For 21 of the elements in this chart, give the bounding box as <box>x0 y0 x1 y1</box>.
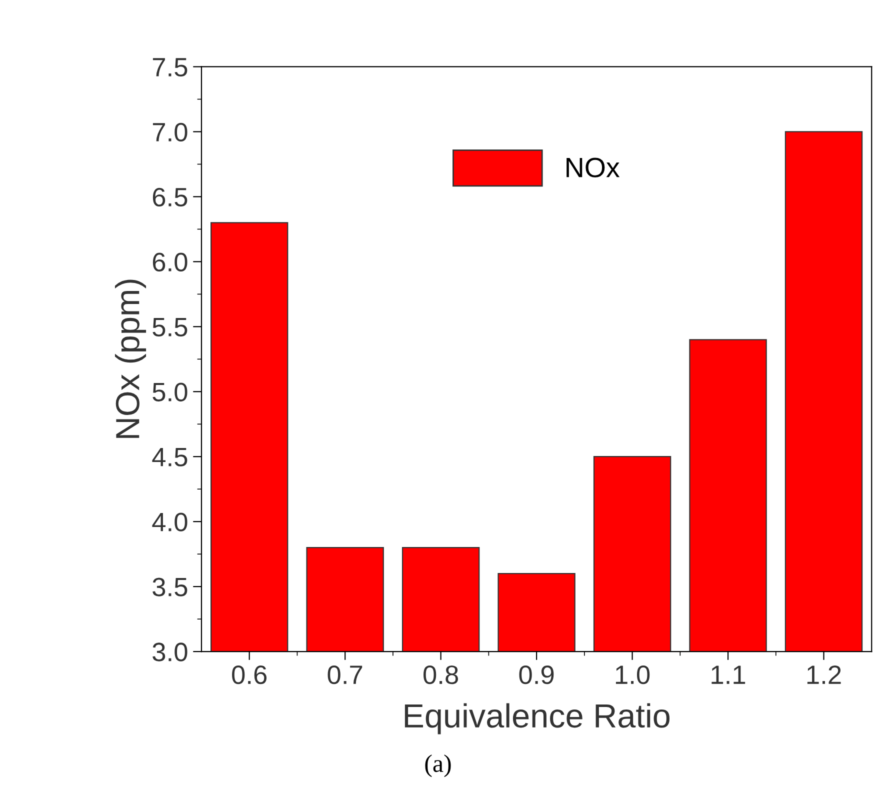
y-tick-label: 5.5 <box>152 318 188 336</box>
y-tick-label: 7.0 <box>152 122 188 142</box>
y-tick-label: 4.5 <box>152 448 188 466</box>
x-tick-label: 0.8 <box>424 665 458 684</box>
legend-label: NOx <box>566 158 620 178</box>
y-tick-label: 3.5 <box>152 578 188 596</box>
x-tick-label: 1.2 <box>807 665 841 684</box>
x-tick-label: 0.9 <box>519 665 554 684</box>
y-tick-label: 4.0 <box>152 512 188 532</box>
x-tick-label: 1.1 <box>712 666 746 684</box>
y-axis-title: NOx (ppm) <box>114 280 146 438</box>
text: (a) <box>425 754 451 778</box>
x-tick-label: 0.7 <box>328 665 362 684</box>
y-tick-label: 7.5 <box>152 58 188 77</box>
y-tick-label: 3.0 <box>152 642 188 662</box>
x-tick-label: 0.6 <box>232 665 267 684</box>
y-tick-label: 6.0 <box>152 252 188 272</box>
x-axis-title: Equivalence Ratio <box>404 703 670 734</box>
y-tick-label: 6.5 <box>152 188 188 207</box>
x-tick-label: 1.0 <box>616 665 650 684</box>
y-tick-label: 5.0 <box>152 382 188 402</box>
